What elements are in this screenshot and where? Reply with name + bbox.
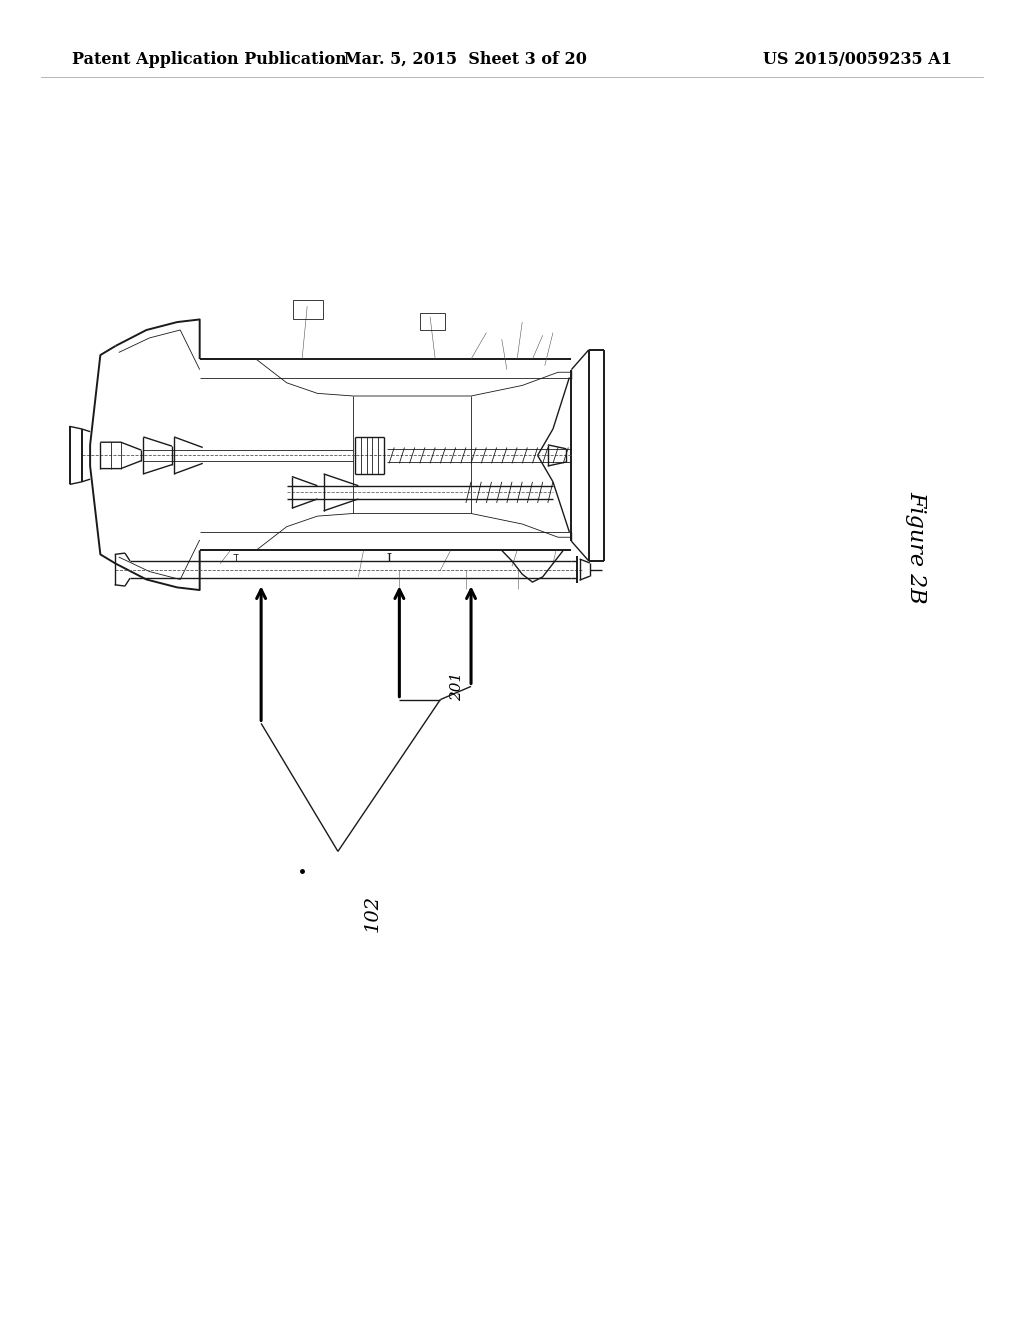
Text: 102: 102 [364, 895, 382, 932]
Text: US 2015/0059235 A1: US 2015/0059235 A1 [763, 51, 952, 67]
Text: 201: 201 [451, 672, 465, 701]
Text: Patent Application Publication: Patent Application Publication [72, 51, 346, 67]
Text: Mar. 5, 2015  Sheet 3 of 20: Mar. 5, 2015 Sheet 3 of 20 [344, 51, 588, 67]
Text: Figure 2B: Figure 2B [905, 491, 928, 605]
